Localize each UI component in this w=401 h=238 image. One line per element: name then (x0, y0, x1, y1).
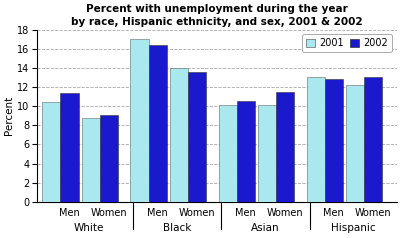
Bar (170, 68, 188, 202)
Bar (237, 101, 255, 202)
Text: Asian: Asian (251, 223, 280, 233)
Bar (188, 72, 206, 202)
Bar (61, 93, 79, 202)
Bar (100, 115, 118, 202)
Bar (130, 39, 148, 202)
Bar (346, 85, 364, 202)
Text: Black: Black (163, 223, 192, 233)
Y-axis label: Percent: Percent (4, 96, 14, 135)
Text: White: White (74, 223, 104, 233)
Bar (307, 77, 325, 202)
Bar (364, 77, 383, 202)
Bar (325, 79, 343, 202)
Bar (148, 45, 167, 202)
Bar (258, 105, 276, 202)
Legend: 2001, 2002: 2001, 2002 (302, 35, 392, 52)
Text: Hispanic: Hispanic (331, 223, 376, 233)
Title: Percent with unemployment during the year
by race, Hispanic ethnicity, and sex, : Percent with unemployment during the yea… (71, 4, 363, 27)
Bar (276, 92, 294, 202)
Bar (43, 102, 61, 202)
Bar (219, 105, 237, 202)
Bar (82, 118, 100, 202)
